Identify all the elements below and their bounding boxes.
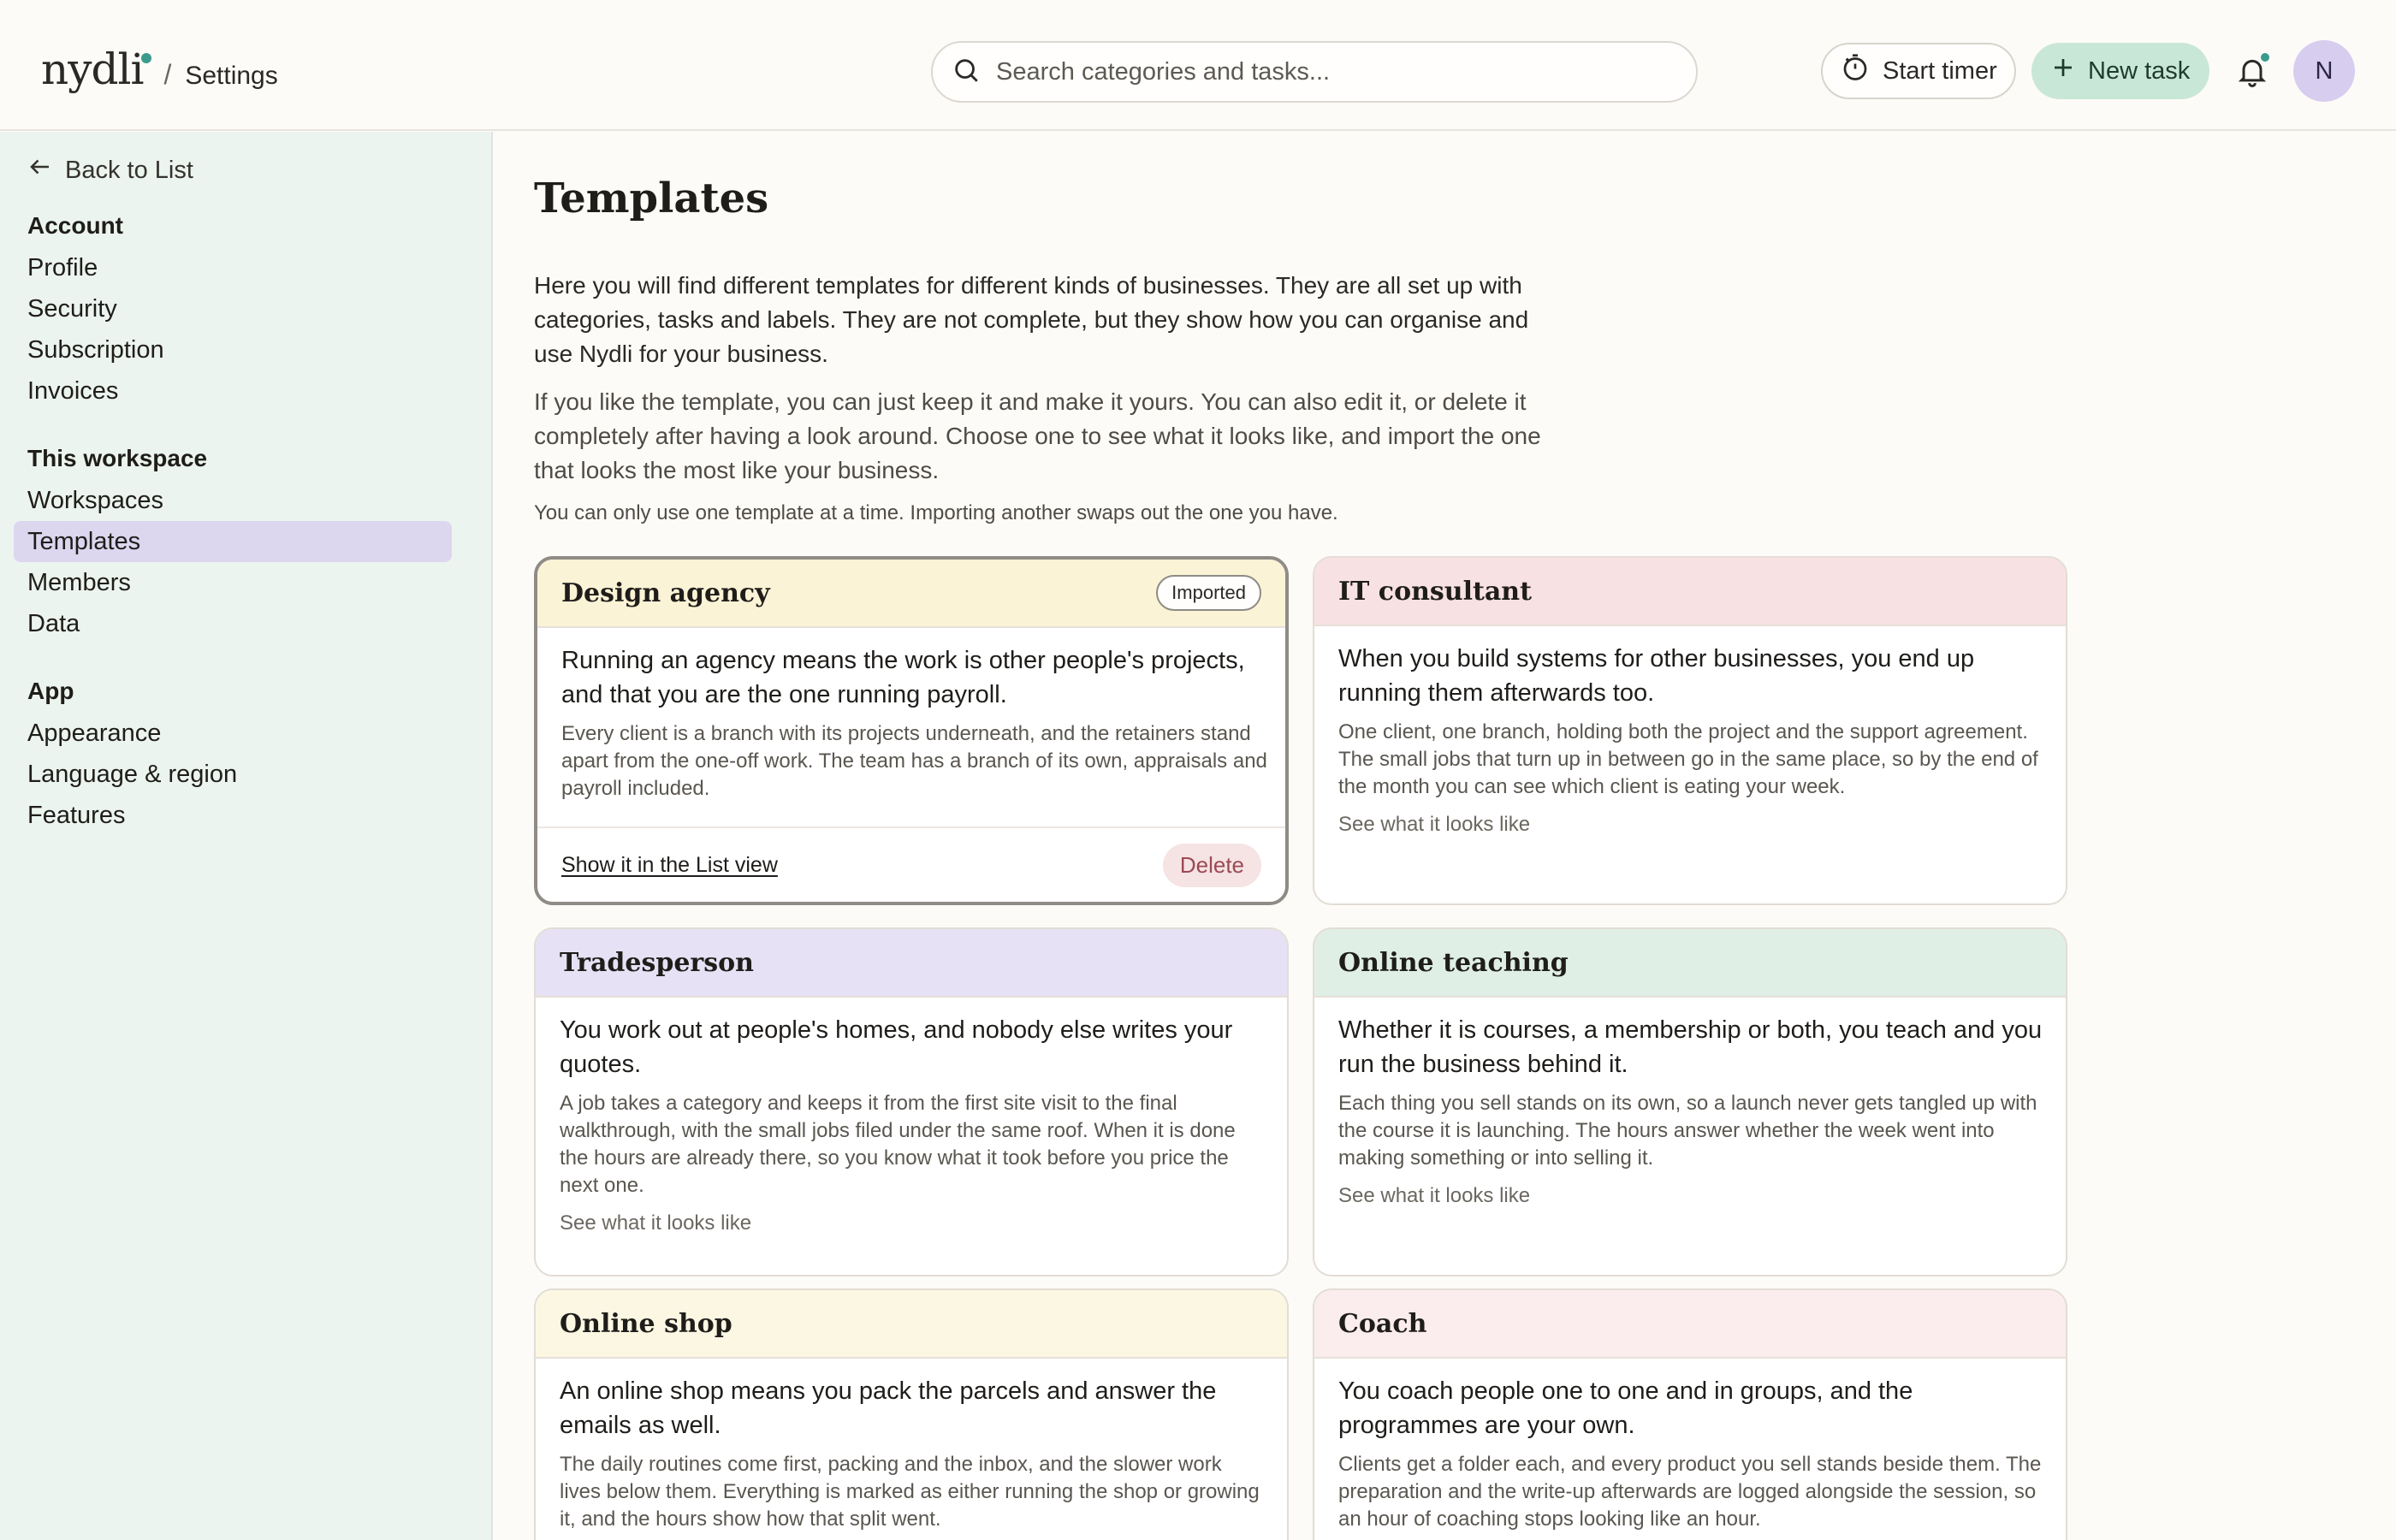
arrow-left-icon bbox=[27, 154, 65, 187]
sidebar-heading-workspace: This workspace bbox=[27, 445, 208, 471]
card-lead: Whether it is courses, a membership or b… bbox=[1338, 1016, 2043, 1078]
card-body: You coach people one to one and in group… bbox=[1314, 1359, 2066, 1533]
template-note: You can only use one template at a time.… bbox=[534, 501, 1338, 524]
see-what-it-looks-like-link[interactable]: See what it looks like bbox=[560, 1211, 752, 1235]
back-to-list-link[interactable]: Back to List bbox=[27, 154, 193, 187]
breadcrumb: nydli / Settings bbox=[41, 44, 278, 94]
card-description: One client, one branch, holding both the… bbox=[1338, 720, 2038, 798]
delete-template-button[interactable]: Delete bbox=[1162, 843, 1261, 887]
avatar[interactable]: N bbox=[2293, 40, 2355, 102]
intro-paragraph-secondary: If you like the template, you can just k… bbox=[534, 388, 1541, 483]
sidebar-item-invoices[interactable]: Invoices bbox=[27, 376, 119, 405]
see-what-it-looks-like-link[interactable]: See what it looks like bbox=[1338, 1184, 1531, 1207]
sidebar-item-subscription[interactable]: Subscription bbox=[27, 335, 164, 364]
show-in-list-view-link[interactable]: Show it in the List view bbox=[561, 852, 778, 877]
card-description: Every client is a branch with its projec… bbox=[561, 722, 1267, 800]
intro-paragraph: Here you will find different templates f… bbox=[534, 272, 1529, 367]
back-label: Back to List bbox=[65, 156, 193, 184]
card-body: Whether it is courses, a membership or b… bbox=[1314, 998, 2066, 1208]
sidebar-heading-app: App bbox=[27, 678, 74, 704]
start-timer-button[interactable]: Start timer bbox=[1821, 43, 2016, 99]
breadcrumb-separator: / bbox=[163, 59, 172, 90]
search-box[interactable] bbox=[931, 41, 1698, 103]
sidebar-item-language-region[interactable]: Language & region bbox=[27, 760, 238, 788]
search-input[interactable] bbox=[996, 57, 1664, 86]
template-card-coach[interactable]: Coach You coach people one to one and in… bbox=[1313, 1288, 2067, 1540]
card-body: When you build systems for other busines… bbox=[1314, 626, 2066, 837]
card-lead: When you build systems for other busines… bbox=[1338, 645, 1975, 707]
sidebar-item-appearance[interactable]: Appearance bbox=[27, 719, 162, 747]
page-title: Templates bbox=[534, 175, 769, 222]
card-title: Tradesperson bbox=[560, 947, 754, 978]
plus-icon bbox=[2050, 55, 2088, 87]
card-title: Coach bbox=[1338, 1308, 1427, 1339]
new-task-button[interactable]: New task bbox=[2031, 43, 2209, 99]
template-card-design-agency[interactable]: Design agency Imported Running an agency… bbox=[534, 556, 1289, 905]
search-icon bbox=[952, 56, 981, 89]
template-card-online-shop[interactable]: Online shop An online shop means you pac… bbox=[534, 1288, 1289, 1540]
stopwatch-icon bbox=[1840, 52, 1883, 90]
settings-sidebar: Back to List Account Profile Security Su… bbox=[0, 132, 493, 1540]
sidebar-item-profile[interactable]: Profile bbox=[27, 253, 98, 281]
start-timer-label: Start timer bbox=[1883, 56, 1997, 85]
logo-dot-icon bbox=[141, 53, 152, 63]
main-content: Templates Here you will find different t… bbox=[534, 132, 2396, 1540]
card-header: Online teaching bbox=[1314, 929, 2066, 998]
template-card-tradesperson[interactable]: Tradesperson You work out at people's ho… bbox=[534, 927, 1289, 1276]
card-body: You work out at people's homes, and nobo… bbox=[536, 998, 1287, 1235]
sidebar-heading-account: Account bbox=[27, 212, 123, 239]
template-card-online-teaching[interactable]: Online teaching Whether it is courses, a… bbox=[1313, 927, 2067, 1276]
card-header: Tradesperson bbox=[536, 929, 1287, 998]
card-lead: Running an agency means the work is othe… bbox=[561, 647, 1245, 708]
card-description: Each thing you sell stands on its own, s… bbox=[1338, 1092, 2037, 1170]
card-header: Online shop bbox=[536, 1290, 1287, 1359]
sidebar-item-data[interactable]: Data bbox=[27, 609, 80, 637]
sidebar-item-members[interactable]: Members bbox=[27, 568, 131, 596]
new-task-label: New task bbox=[2088, 56, 2191, 85]
template-card-it-consultant[interactable]: IT consultant When you build systems for… bbox=[1313, 556, 2067, 905]
card-footer: Show it in the List view Delete bbox=[537, 826, 1285, 902]
card-header: Coach bbox=[1314, 1290, 2066, 1359]
notifications-button[interactable] bbox=[2235, 51, 2271, 92]
card-description: A job takes a category and keeps it from… bbox=[560, 1092, 1236, 1197]
breadcrumb-current: Settings bbox=[185, 62, 278, 90]
sidebar-item-workspaces[interactable]: Workspaces bbox=[27, 486, 164, 514]
notification-dot bbox=[2259, 51, 2271, 63]
card-lead: An online shop means you pack the parcel… bbox=[560, 1377, 1217, 1439]
see-what-it-looks-like-link[interactable]: See what it looks like bbox=[1338, 813, 1531, 836]
nydli-logo[interactable]: nydli bbox=[41, 44, 152, 94]
card-body: An online shop means you pack the parcel… bbox=[536, 1359, 1287, 1533]
card-description: Clients get a folder each, and every pro… bbox=[1338, 1453, 2042, 1531]
card-title: Online teaching bbox=[1338, 947, 1569, 978]
sidebar-item-features[interactable]: Features bbox=[27, 801, 126, 829]
card-lead: You work out at people's homes, and nobo… bbox=[560, 1016, 1233, 1078]
card-description: The daily routines come first, packing a… bbox=[560, 1453, 1260, 1531]
card-header: Design agency Imported bbox=[537, 560, 1285, 628]
bell-icon bbox=[2235, 59, 2269, 92]
card-title: Design agency bbox=[561, 578, 770, 608]
card-body: Running an agency means the work is othe… bbox=[537, 628, 1285, 803]
imported-badge: Imported bbox=[1156, 575, 1261, 611]
card-lead: You coach people one to one and in group… bbox=[1338, 1377, 1913, 1439]
sidebar-item-templates[interactable]: Templates bbox=[14, 521, 452, 562]
top-bar: nydli / Settings Start timer New task N bbox=[0, 0, 2396, 131]
card-title: IT consultant bbox=[1338, 576, 1532, 607]
card-header: IT consultant bbox=[1314, 558, 2066, 626]
card-title: Online shop bbox=[560, 1308, 732, 1339]
sidebar-item-security[interactable]: Security bbox=[27, 294, 117, 323]
